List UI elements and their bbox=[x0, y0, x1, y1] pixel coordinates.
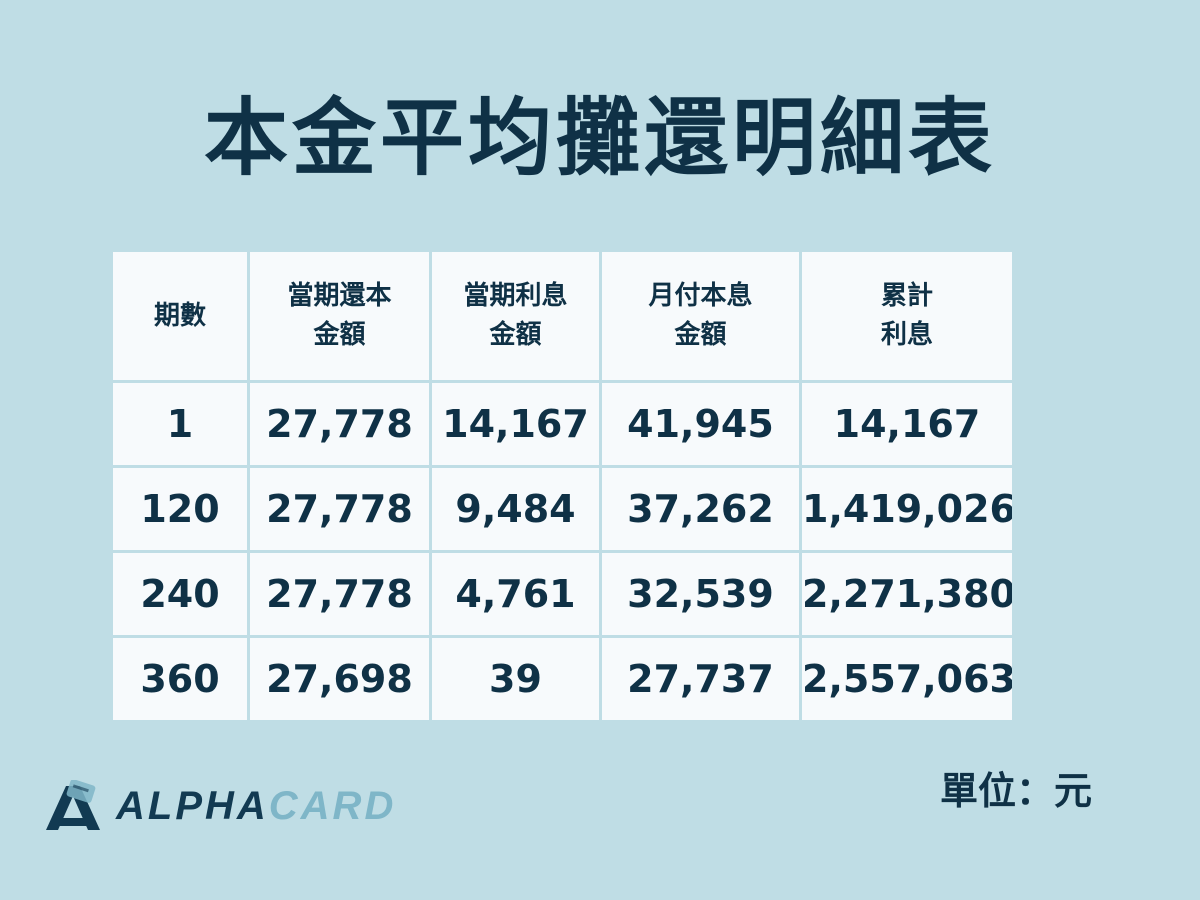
cell-principal: 27,698 bbox=[247, 635, 432, 723]
brand-wordmark: ALPHACARD bbox=[116, 784, 396, 829]
brand-logo: ALPHACARD bbox=[42, 780, 396, 832]
header-principal-line1: 當期還本 bbox=[287, 281, 392, 311]
brand-alpha: ALPHA bbox=[116, 783, 269, 828]
header-monthly-payment: 月付本息 金額 bbox=[599, 249, 802, 383]
header-interest: 當期利息 金額 bbox=[429, 249, 602, 383]
cell-principal: 27,778 bbox=[247, 465, 432, 553]
cell-cumulative-interest: 2,271,380 bbox=[799, 550, 1015, 638]
unit-label: 單位：元 bbox=[939, 769, 1092, 813]
table-header-row: 期數 當期還本 金額 當期利息 金額 月付本息 金額 累計 利息 bbox=[110, 249, 1015, 383]
cell-cumulative-interest: 1,419,026 bbox=[799, 465, 1015, 553]
cell-interest: 39 bbox=[429, 635, 602, 723]
cell-period: 360 bbox=[110, 635, 250, 723]
cell-monthly-payment: 37,262 bbox=[599, 465, 802, 553]
cell-interest: 14,167 bbox=[429, 380, 602, 468]
page-title: 本金平均攤還明細表 bbox=[203, 89, 996, 187]
header-period-line1: 期數 bbox=[153, 300, 206, 331]
cell-principal: 27,778 bbox=[247, 380, 432, 468]
cell-monthly-payment: 32,539 bbox=[599, 550, 802, 638]
header-period: 期數 bbox=[110, 249, 250, 383]
cell-monthly-payment: 27,737 bbox=[599, 635, 802, 723]
header-principal: 當期還本 金額 bbox=[247, 249, 432, 383]
cell-period: 120 bbox=[110, 465, 250, 553]
header-monthly-payment-line1: 月付本息 bbox=[648, 281, 753, 311]
header-principal-line2: 金額 bbox=[313, 320, 366, 350]
cell-principal: 27,778 bbox=[247, 550, 432, 638]
cell-period: 1 bbox=[110, 380, 250, 468]
brand-card: CARD bbox=[268, 783, 397, 828]
cell-period: 240 bbox=[110, 550, 250, 638]
header-interest-line2: 金額 bbox=[489, 320, 542, 350]
header-interest-line1: 當期利息 bbox=[463, 281, 568, 311]
cell-cumulative-interest: 2,557,063 bbox=[799, 635, 1015, 723]
table-row: 240 27,778 4,761 32,539 2,271,380 bbox=[110, 550, 1015, 638]
cell-interest: 9,484 bbox=[429, 465, 602, 553]
table-row: 360 27,698 39 27,737 2,557,063 bbox=[110, 635, 1015, 723]
table-row: 1 27,778 14,167 41,945 14,167 bbox=[110, 380, 1015, 468]
repayment-table: 期數 當期還本 金額 當期利息 金額 月付本息 金額 累計 利息 1 27,77… bbox=[110, 249, 1015, 723]
cell-monthly-payment: 41,945 bbox=[599, 380, 802, 468]
cell-cumulative-interest: 14,167 bbox=[799, 380, 1015, 468]
cell-interest: 4,761 bbox=[429, 550, 602, 638]
header-cumulative-interest-line1: 累計 bbox=[880, 281, 933, 311]
header-cumulative-interest-line2: 利息 bbox=[880, 320, 933, 350]
table-row: 120 27,778 9,484 37,262 1,419,026 bbox=[110, 465, 1015, 553]
header-monthly-payment-line2: 金額 bbox=[674, 320, 727, 350]
alphacard-logo-icon bbox=[42, 780, 104, 832]
header-cumulative-interest: 累計 利息 bbox=[799, 249, 1015, 383]
